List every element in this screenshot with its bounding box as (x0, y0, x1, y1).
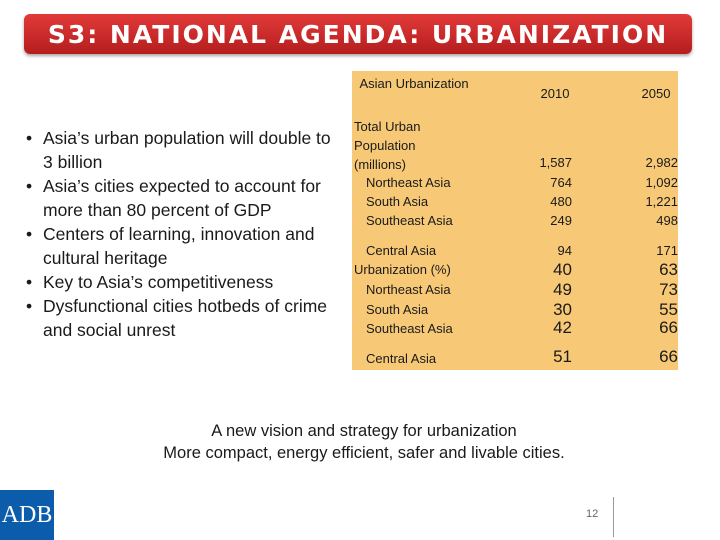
adb-logo: ADB (0, 490, 54, 540)
table-cell-value: 63 (659, 260, 678, 279)
table-cell-value: 2,982 (645, 155, 678, 170)
title-bar: S3: NATIONAL AGENDA: URBANIZATION (24, 14, 692, 54)
bullet-list: • Asia’s urban population will double to … (22, 126, 342, 342)
table-cell-value: 73 (659, 280, 678, 299)
table-cell-value: 49 (553, 280, 572, 299)
table-cell-value: 764 (550, 175, 572, 190)
table-cell-value: 480 (550, 194, 572, 209)
bullet-item: • Asia’s urban population will double to … (22, 126, 342, 174)
bullet-text: Key to Asia’s competitiveness (43, 272, 274, 292)
bullet-text: Asia’s urban population will double to 3… (43, 128, 331, 172)
row-label-south-asia: South Asia (366, 302, 429, 317)
section-label-urbanization: Urbanization (%) (354, 262, 451, 277)
row-label-southeast-asia: Southeast Asia (366, 213, 453, 228)
bullet-text: Centers of learning, innovation and cult… (43, 224, 315, 268)
footer-line-1: A new vision and strategy for urbanizati… (211, 422, 517, 440)
table-cell-value: 30 (553, 300, 572, 319)
page-number: 12 (586, 508, 599, 520)
table-cell-value: 66 (659, 318, 678, 337)
urbanization-table: Asian Urbanization 2010 2050 Total Urban… (352, 71, 678, 370)
slide-footer-text: A new vision and strategy for urbanizati… (0, 420, 720, 464)
table-cell-value: 40 (553, 260, 572, 279)
column-header-2010: 2010 (540, 86, 570, 101)
bullet-item: • Dysfunctional cities hotbeds of crime a… (22, 294, 342, 342)
bullet-item: • Asia’s cities expected to account for m… (22, 174, 342, 222)
bullet-marker: • (26, 128, 33, 148)
table-cell-value: 66 (659, 347, 678, 366)
table-cell-value: 1,092 (645, 175, 678, 190)
table-header-label: Asian Urbanization (359, 76, 469, 91)
row-label-northeast-asia: Northeast Asia (366, 175, 451, 190)
row-label-northeast-asia: Northeast Asia (366, 282, 451, 297)
table-cell-value: 1,221 (645, 194, 678, 209)
column-header-2050: 2050 (641, 86, 671, 101)
table-cell-value: 55 (659, 300, 678, 319)
table-cell-value: 498 (656, 213, 678, 228)
footer-line-2: More compact, energy efficient, safer an… (163, 444, 565, 462)
table-cell-value: 249 (550, 213, 572, 228)
row-label-south-asia: South Asia (366, 194, 429, 209)
table-cell-value: 42 (553, 318, 572, 337)
row-label-southeast-asia: Southeast Asia (366, 321, 453, 336)
slide-title: S3: NATIONAL AGENDA: URBANIZATION (47, 19, 669, 49)
section-label-urban-population: Total Urban Population (millions) (354, 119, 421, 172)
bullet-marker: • (26, 272, 33, 292)
bullet-marker: • (26, 224, 33, 244)
table-cell-value: 171 (656, 243, 678, 258)
bullet-text: Dysfunctional cities hotbeds of crime an… (43, 296, 328, 340)
page-divider (613, 497, 614, 537)
bullet-marker: • (26, 296, 33, 316)
table-cell-value: 1,587 (539, 155, 572, 170)
row-label-central-asia: Central Asia (366, 243, 437, 258)
bullet-marker: • (26, 176, 33, 196)
bullet-item: • Centers of learning, innovation and cul… (22, 222, 342, 270)
table-cell-value: 94 (557, 243, 572, 258)
row-label-central-asia: Central Asia (366, 351, 437, 366)
table-cell-value: 51 (553, 347, 572, 366)
bullet-text: Asia’s cities expected to account for mo… (43, 176, 321, 220)
bullet-item: • Key to Asia’s competitiveness (22, 270, 342, 294)
